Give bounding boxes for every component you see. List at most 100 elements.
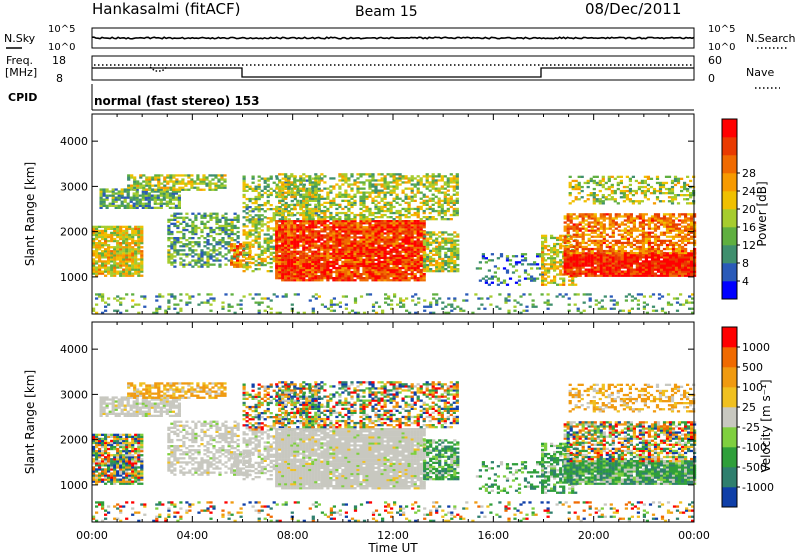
power-cell [302, 275, 306, 278]
power-cell [266, 185, 270, 188]
power-cell [444, 259, 448, 263]
power-cell [437, 211, 441, 215]
power-cell [117, 196, 121, 199]
power-cell [617, 215, 621, 218]
power-cell [644, 272, 648, 275]
power-cell [197, 253, 201, 256]
power-cell [122, 242, 126, 245]
power-cell [323, 246, 327, 249]
power-cell [641, 264, 645, 267]
power-cell [108, 204, 112, 207]
power-cell [623, 254, 627, 257]
power-cell [290, 220, 294, 223]
power-cell [95, 250, 99, 253]
power-cell [629, 227, 633, 230]
power-cell [305, 210, 309, 213]
power-cell [308, 197, 312, 201]
power-cell [302, 238, 306, 241]
power-cell [395, 209, 399, 213]
power-cell [550, 261, 554, 264]
power-cell [296, 260, 300, 264]
power-cell [116, 270, 120, 273]
power-cell [423, 263, 427, 267]
power-cell [647, 268, 651, 271]
power-cell [242, 201, 246, 205]
power-cell [386, 173, 390, 176]
power-cell [407, 226, 411, 229]
power-cell [662, 264, 667, 267]
power-cell [131, 233, 135, 237]
power-cell [380, 234, 384, 237]
power-cell [209, 235, 213, 238]
power-cell [281, 222, 285, 225]
power-cell [641, 254, 645, 257]
power-cell [326, 270, 330, 274]
power-cell [553, 269, 557, 272]
power-cell [257, 214, 261, 217]
power-cell [206, 263, 210, 266]
power-cell [389, 209, 393, 213]
power-cell [245, 243, 249, 246]
power-cell [365, 240, 369, 243]
power-cell [233, 257, 237, 260]
power-cell [95, 227, 99, 230]
power-cell [623, 219, 627, 222]
power-cell [290, 207, 294, 211]
power-cell [236, 226, 240, 230]
power-cell [302, 264, 306, 268]
power-cell [544, 259, 548, 262]
power-cell [569, 235, 573, 238]
power-cell [434, 195, 438, 198]
power-cell [254, 259, 258, 263]
power-cell [407, 187, 411, 190]
power-cell [111, 188, 115, 191]
power-cell [107, 227, 111, 230]
power-cell [602, 266, 606, 269]
power-cell [230, 255, 234, 258]
power-cell [111, 196, 115, 199]
power-cell [290, 256, 294, 259]
power-cell [496, 257, 500, 260]
power-cell [140, 227, 144, 230]
power-cell [365, 228, 369, 231]
power-cell [398, 197, 402, 200]
power-cell [452, 199, 456, 202]
power-cell [410, 264, 414, 268]
power-cell [563, 256, 567, 259]
power-cell [614, 241, 618, 245]
power-cell [362, 268, 366, 272]
power-cell [617, 264, 621, 267]
power-cell [182, 235, 186, 238]
power-cell [302, 183, 306, 186]
power-cell [377, 279, 381, 282]
power-cell [395, 173, 399, 176]
power-cell [194, 261, 198, 264]
power-cell [653, 272, 658, 275]
power-cell [344, 236, 348, 239]
power-cell [398, 220, 402, 223]
power-cell [429, 233, 433, 236]
power-cell [572, 264, 576, 267]
power-cell [224, 228, 228, 232]
power-cell [317, 268, 321, 272]
power-cell [311, 240, 315, 243]
power-cell [553, 253, 557, 256]
power-cell [353, 264, 357, 268]
power-cell [671, 262, 676, 265]
power-cell [284, 222, 288, 225]
power-cell [338, 226, 342, 229]
power-cell [432, 263, 436, 267]
power-cell [335, 226, 339, 229]
power-cell [383, 242, 387, 245]
power-cell [185, 212, 189, 215]
power-cell [377, 264, 381, 268]
power-cell [422, 175, 426, 178]
power-cell [199, 180, 203, 183]
power-cell [446, 209, 450, 213]
power-cell [386, 264, 390, 268]
power-cell [302, 209, 306, 213]
power-cell [314, 185, 318, 188]
power-cell [171, 202, 175, 205]
power-cell [107, 250, 111, 253]
power-cell [398, 270, 402, 274]
